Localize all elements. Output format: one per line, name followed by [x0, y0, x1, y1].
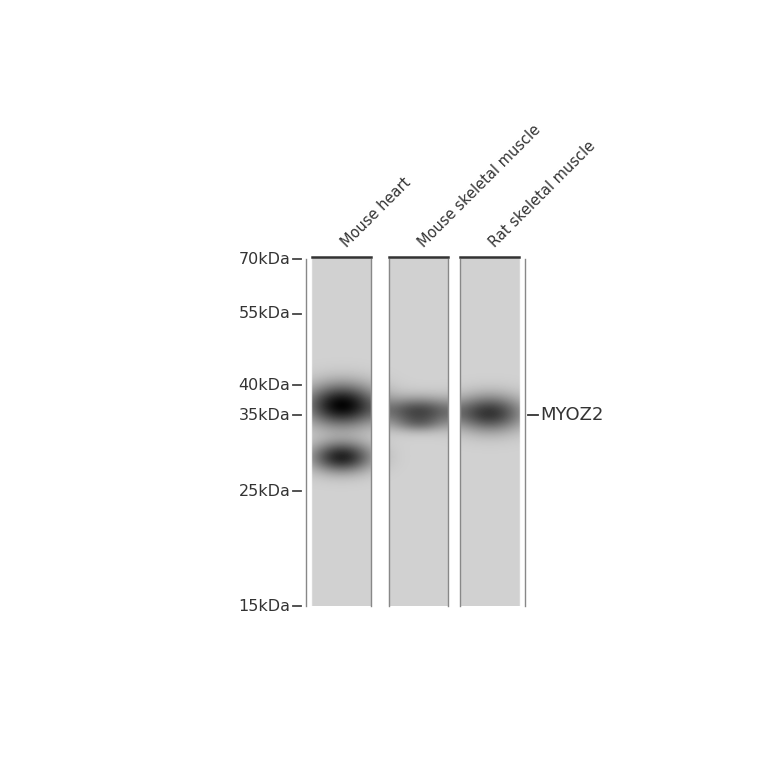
- Text: MYOZ2: MYOZ2: [540, 406, 604, 425]
- Text: 15kDa: 15kDa: [238, 599, 290, 614]
- Text: 70kDa: 70kDa: [238, 252, 290, 267]
- Text: 35kDa: 35kDa: [238, 408, 290, 423]
- Text: 25kDa: 25kDa: [238, 484, 290, 499]
- Text: 55kDa: 55kDa: [238, 306, 290, 321]
- Text: Mouse heart: Mouse heart: [338, 175, 413, 251]
- Text: Rat skeletal muscle: Rat skeletal muscle: [487, 139, 598, 251]
- Text: 40kDa: 40kDa: [238, 378, 290, 393]
- Text: Mouse skeletal muscle: Mouse skeletal muscle: [416, 122, 543, 251]
